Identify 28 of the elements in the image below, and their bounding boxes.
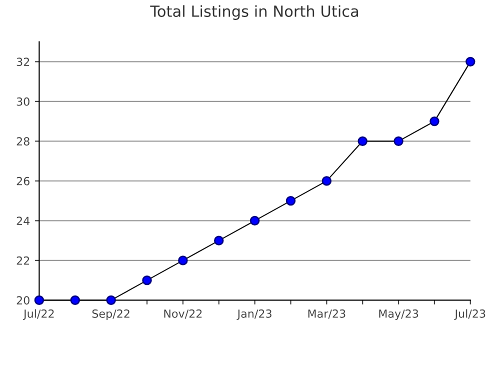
x-tick-label: Jul/22 [22,309,54,320]
x-tick-label: Mar/23 [308,309,346,319]
point [34,295,44,306]
y-tick-label: 22 [16,256,30,265]
x-tick-label: May/23 [379,309,418,320]
x-tick-label: Sep/22 [92,309,130,320]
point [466,56,476,67]
y-tick-label: 28 [16,137,30,146]
point [322,176,332,186]
point [70,295,80,306]
point [394,136,404,146]
y-tick-label: 32 [16,58,30,66]
y-tick-label: 24 [16,216,30,225]
point [142,275,152,286]
x-tick-label: Nov/22 [164,309,202,319]
point [430,116,440,126]
point [286,196,296,206]
chart-title: Total Listings in North Utica [150,5,358,20]
point [106,295,116,306]
x-tick-label: Jul/23 [454,309,486,320]
y-tick-label: 26 [16,176,30,186]
point [358,136,368,146]
y-tick-label: 20 [16,296,30,305]
y-tick-label: 30 [16,97,30,106]
x-tick-label: Jan/23 [236,309,272,320]
point [214,236,224,246]
point [178,256,188,266]
point [250,216,260,226]
